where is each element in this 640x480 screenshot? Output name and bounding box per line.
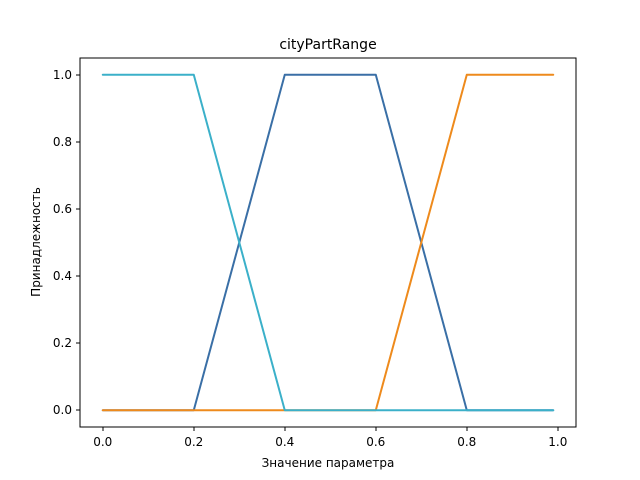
x-tick-label: 0.2 — [184, 435, 203, 449]
series-line-2 — [101, 73, 555, 412]
x-tick-label: 0.6 — [366, 435, 385, 449]
x-axis-label: Значение параметра — [262, 456, 395, 470]
x-tick-label: 1.0 — [548, 435, 567, 449]
x-tick-label: 0.0 — [93, 435, 112, 449]
series-line-1 — [101, 73, 555, 412]
chart-title: cityPartRange — [279, 37, 376, 53]
plot-frame — [79, 57, 577, 428]
y-tick-label: 0.4 — [53, 269, 72, 283]
y-axis-label: Принадлежность — [29, 187, 43, 297]
series-layer — [101, 73, 555, 412]
y-tick-label: 0.0 — [53, 403, 72, 417]
y-axis: 0.0 0.2 0.4 0.6 0.8 1.0 — [53, 68, 80, 417]
y-tick-label: 1.0 — [53, 68, 72, 82]
y-tick-label: 0.6 — [53, 202, 72, 216]
series-line-3 — [101, 73, 555, 412]
x-tick-label: 0.4 — [275, 435, 294, 449]
x-tick-label: 0.8 — [457, 435, 476, 449]
y-tick-label: 0.2 — [53, 336, 72, 350]
y-tick-label: 0.8 — [53, 135, 72, 149]
x-axis: 0.0 0.2 0.4 0.6 0.8 1.0 — [93, 427, 567, 449]
